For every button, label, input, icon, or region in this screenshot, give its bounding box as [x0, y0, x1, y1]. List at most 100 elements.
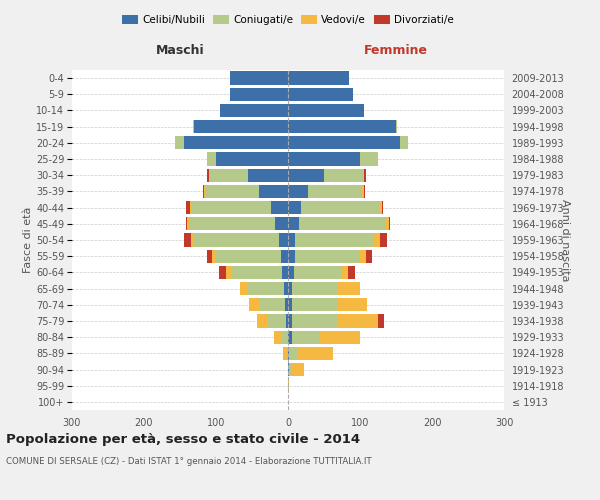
Bar [230, 72, 288, 85]
Bar [389, 217, 390, 230]
Bar [338, 314, 378, 328]
Bar [248, 282, 284, 295]
Bar [366, 250, 371, 263]
Bar [360, 152, 378, 166]
Bar [324, 168, 364, 182]
Bar [292, 314, 338, 328]
Bar [216, 152, 288, 166]
Bar [288, 282, 292, 295]
Bar [288, 120, 396, 134]
Bar [191, 201, 271, 214]
Bar [184, 136, 288, 149]
Bar [289, 363, 291, 376]
Bar [380, 201, 382, 214]
Bar [360, 250, 366, 263]
Bar [292, 298, 338, 312]
Bar [288, 346, 289, 360]
Bar [288, 201, 301, 214]
Bar [230, 88, 288, 101]
Bar [288, 72, 349, 85]
Bar [374, 234, 380, 246]
Bar [385, 217, 389, 230]
Bar [205, 185, 259, 198]
Bar [259, 185, 288, 198]
Bar [288, 363, 289, 376]
Bar [220, 104, 288, 117]
Bar [292, 282, 338, 295]
Bar [288, 104, 364, 117]
Bar [232, 266, 282, 279]
Bar [212, 250, 216, 263]
Bar [219, 266, 226, 279]
Bar [378, 314, 384, 328]
Bar [274, 330, 282, 344]
Bar [320, 330, 360, 344]
Bar [186, 217, 187, 230]
Bar [295, 234, 374, 246]
Text: Femmine: Femmine [364, 44, 428, 58]
Bar [288, 379, 289, 392]
Bar [193, 120, 194, 134]
Bar [187, 217, 188, 230]
Bar [341, 266, 348, 279]
Bar [286, 314, 288, 328]
Bar [288, 234, 295, 246]
Bar [288, 88, 353, 101]
Bar [208, 168, 209, 182]
Bar [288, 136, 400, 149]
Bar [288, 298, 292, 312]
Bar [296, 346, 332, 360]
Bar [282, 330, 288, 344]
Bar [287, 346, 288, 360]
Bar [226, 266, 232, 279]
Bar [291, 363, 304, 376]
Bar [240, 282, 248, 295]
Bar [191, 234, 193, 246]
Bar [249, 298, 260, 312]
Bar [188, 217, 275, 230]
Bar [338, 298, 367, 312]
Bar [280, 234, 288, 246]
Bar [288, 330, 292, 344]
Bar [271, 201, 288, 214]
Bar [268, 314, 286, 328]
Bar [364, 185, 365, 198]
Bar [275, 217, 288, 230]
Bar [382, 201, 383, 214]
Bar [380, 234, 388, 246]
Bar [301, 201, 380, 214]
Bar [208, 152, 216, 166]
Bar [260, 298, 285, 312]
Bar [288, 217, 299, 230]
Bar [206, 250, 212, 263]
Bar [209, 168, 248, 182]
Bar [295, 250, 360, 263]
Bar [257, 314, 268, 328]
Bar [288, 266, 294, 279]
Bar [248, 168, 288, 182]
Bar [294, 266, 341, 279]
Bar [362, 185, 364, 198]
Y-axis label: Anni di nascita: Anni di nascita [560, 198, 570, 281]
Bar [400, 136, 408, 149]
Bar [396, 120, 397, 134]
Y-axis label: Fasce di età: Fasce di età [23, 207, 33, 273]
Bar [193, 234, 280, 246]
Bar [348, 266, 355, 279]
Bar [289, 346, 296, 360]
Bar [288, 185, 308, 198]
Bar [285, 298, 288, 312]
Bar [299, 217, 385, 230]
Bar [184, 234, 191, 246]
Bar [283, 346, 287, 360]
Legend: Celibi/Nubili, Coniugati/e, Vedovi/e, Divorziati/e: Celibi/Nubili, Coniugati/e, Vedovi/e, Di… [118, 10, 458, 29]
Bar [288, 152, 360, 166]
Text: Maschi: Maschi [155, 44, 205, 58]
Bar [194, 120, 288, 134]
Text: COMUNE DI SERSALE (CZ) - Dati ISTAT 1° gennaio 2014 - Elaborazione TUTTITALIA.IT: COMUNE DI SERSALE (CZ) - Dati ISTAT 1° g… [6, 458, 371, 466]
Bar [288, 314, 292, 328]
Bar [282, 266, 288, 279]
Bar [203, 185, 205, 198]
Bar [308, 185, 362, 198]
Bar [284, 282, 288, 295]
